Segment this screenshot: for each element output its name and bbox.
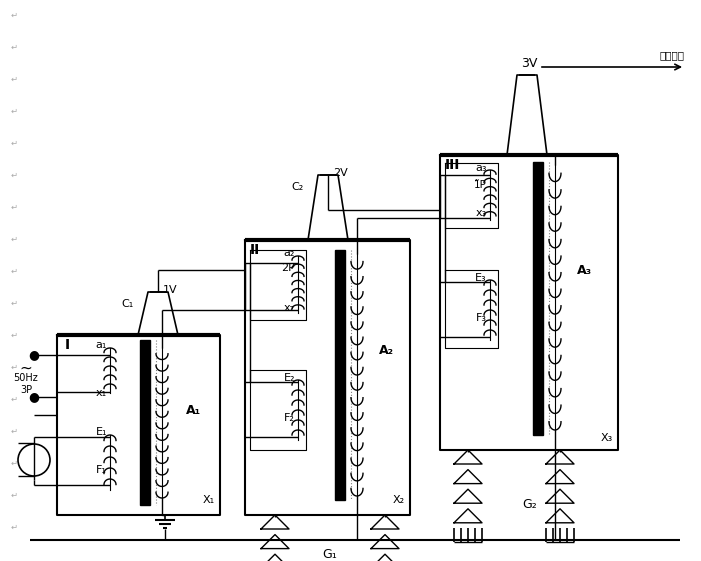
Text: F₃: F₃ — [476, 313, 487, 323]
Text: A₁: A₁ — [186, 403, 201, 416]
Text: x₃: x₃ — [476, 208, 487, 218]
Text: E₃: E₃ — [475, 273, 487, 283]
Text: ↵: ↵ — [11, 203, 18, 211]
Text: G₁: G₁ — [322, 549, 337, 561]
Text: I: I — [65, 338, 70, 352]
Text: ↵: ↵ — [11, 107, 18, 116]
Text: A₂: A₂ — [379, 343, 394, 356]
Text: ↵: ↵ — [11, 362, 18, 371]
Text: ↵: ↵ — [11, 490, 18, 499]
Text: ↵: ↵ — [11, 298, 18, 307]
Text: A₃: A₃ — [577, 264, 592, 277]
Text: III: III — [445, 158, 461, 172]
Polygon shape — [335, 250, 345, 500]
Text: a₂: a₂ — [284, 248, 295, 258]
Text: X₃: X₃ — [601, 433, 613, 443]
Text: ↵: ↵ — [11, 330, 18, 339]
Text: F₂: F₂ — [284, 413, 295, 423]
Text: ↵: ↵ — [11, 522, 18, 531]
Text: G₂: G₂ — [523, 499, 538, 512]
Text: x₁: x₁ — [96, 388, 107, 398]
Text: ↵: ↵ — [11, 458, 18, 467]
Text: ●: ● — [29, 348, 39, 361]
Text: a₃: a₃ — [475, 163, 487, 173]
Text: a₁: a₁ — [95, 340, 107, 350]
Text: ↵: ↵ — [11, 139, 18, 148]
Text: X₂: X₂ — [393, 495, 405, 505]
Text: C₁: C₁ — [122, 299, 134, 309]
Text: ↵: ↵ — [11, 234, 18, 243]
Polygon shape — [533, 162, 543, 435]
Text: 2V: 2V — [333, 168, 348, 178]
Text: 2P: 2P — [281, 263, 295, 273]
Text: ↵: ↵ — [11, 75, 18, 84]
Text: 50Hz: 50Hz — [13, 373, 39, 383]
Polygon shape — [140, 340, 150, 505]
Text: ↵: ↵ — [11, 394, 18, 403]
Text: ↵: ↵ — [11, 266, 18, 275]
Text: 3V: 3V — [521, 57, 537, 70]
Text: 1V: 1V — [163, 285, 177, 295]
Text: C₂: C₂ — [292, 182, 304, 192]
Text: E₂: E₂ — [283, 373, 295, 383]
Text: 3P: 3P — [20, 385, 32, 395]
Text: ~: ~ — [20, 361, 32, 375]
Text: 1̃P: 1̃P — [474, 180, 487, 190]
Text: F₁: F₁ — [96, 465, 107, 475]
Text: E₁: E₁ — [95, 427, 107, 437]
Text: ↵: ↵ — [11, 43, 18, 52]
Text: 至被試品: 至被試品 — [660, 50, 685, 60]
Text: ↵: ↵ — [11, 426, 18, 435]
Text: ↵: ↵ — [11, 171, 18, 180]
Text: ↵: ↵ — [11, 11, 18, 20]
Text: x₂: x₂ — [284, 303, 295, 313]
Text: X₁: X₁ — [203, 495, 215, 505]
Text: II: II — [250, 243, 260, 257]
Text: ●: ● — [29, 390, 39, 403]
